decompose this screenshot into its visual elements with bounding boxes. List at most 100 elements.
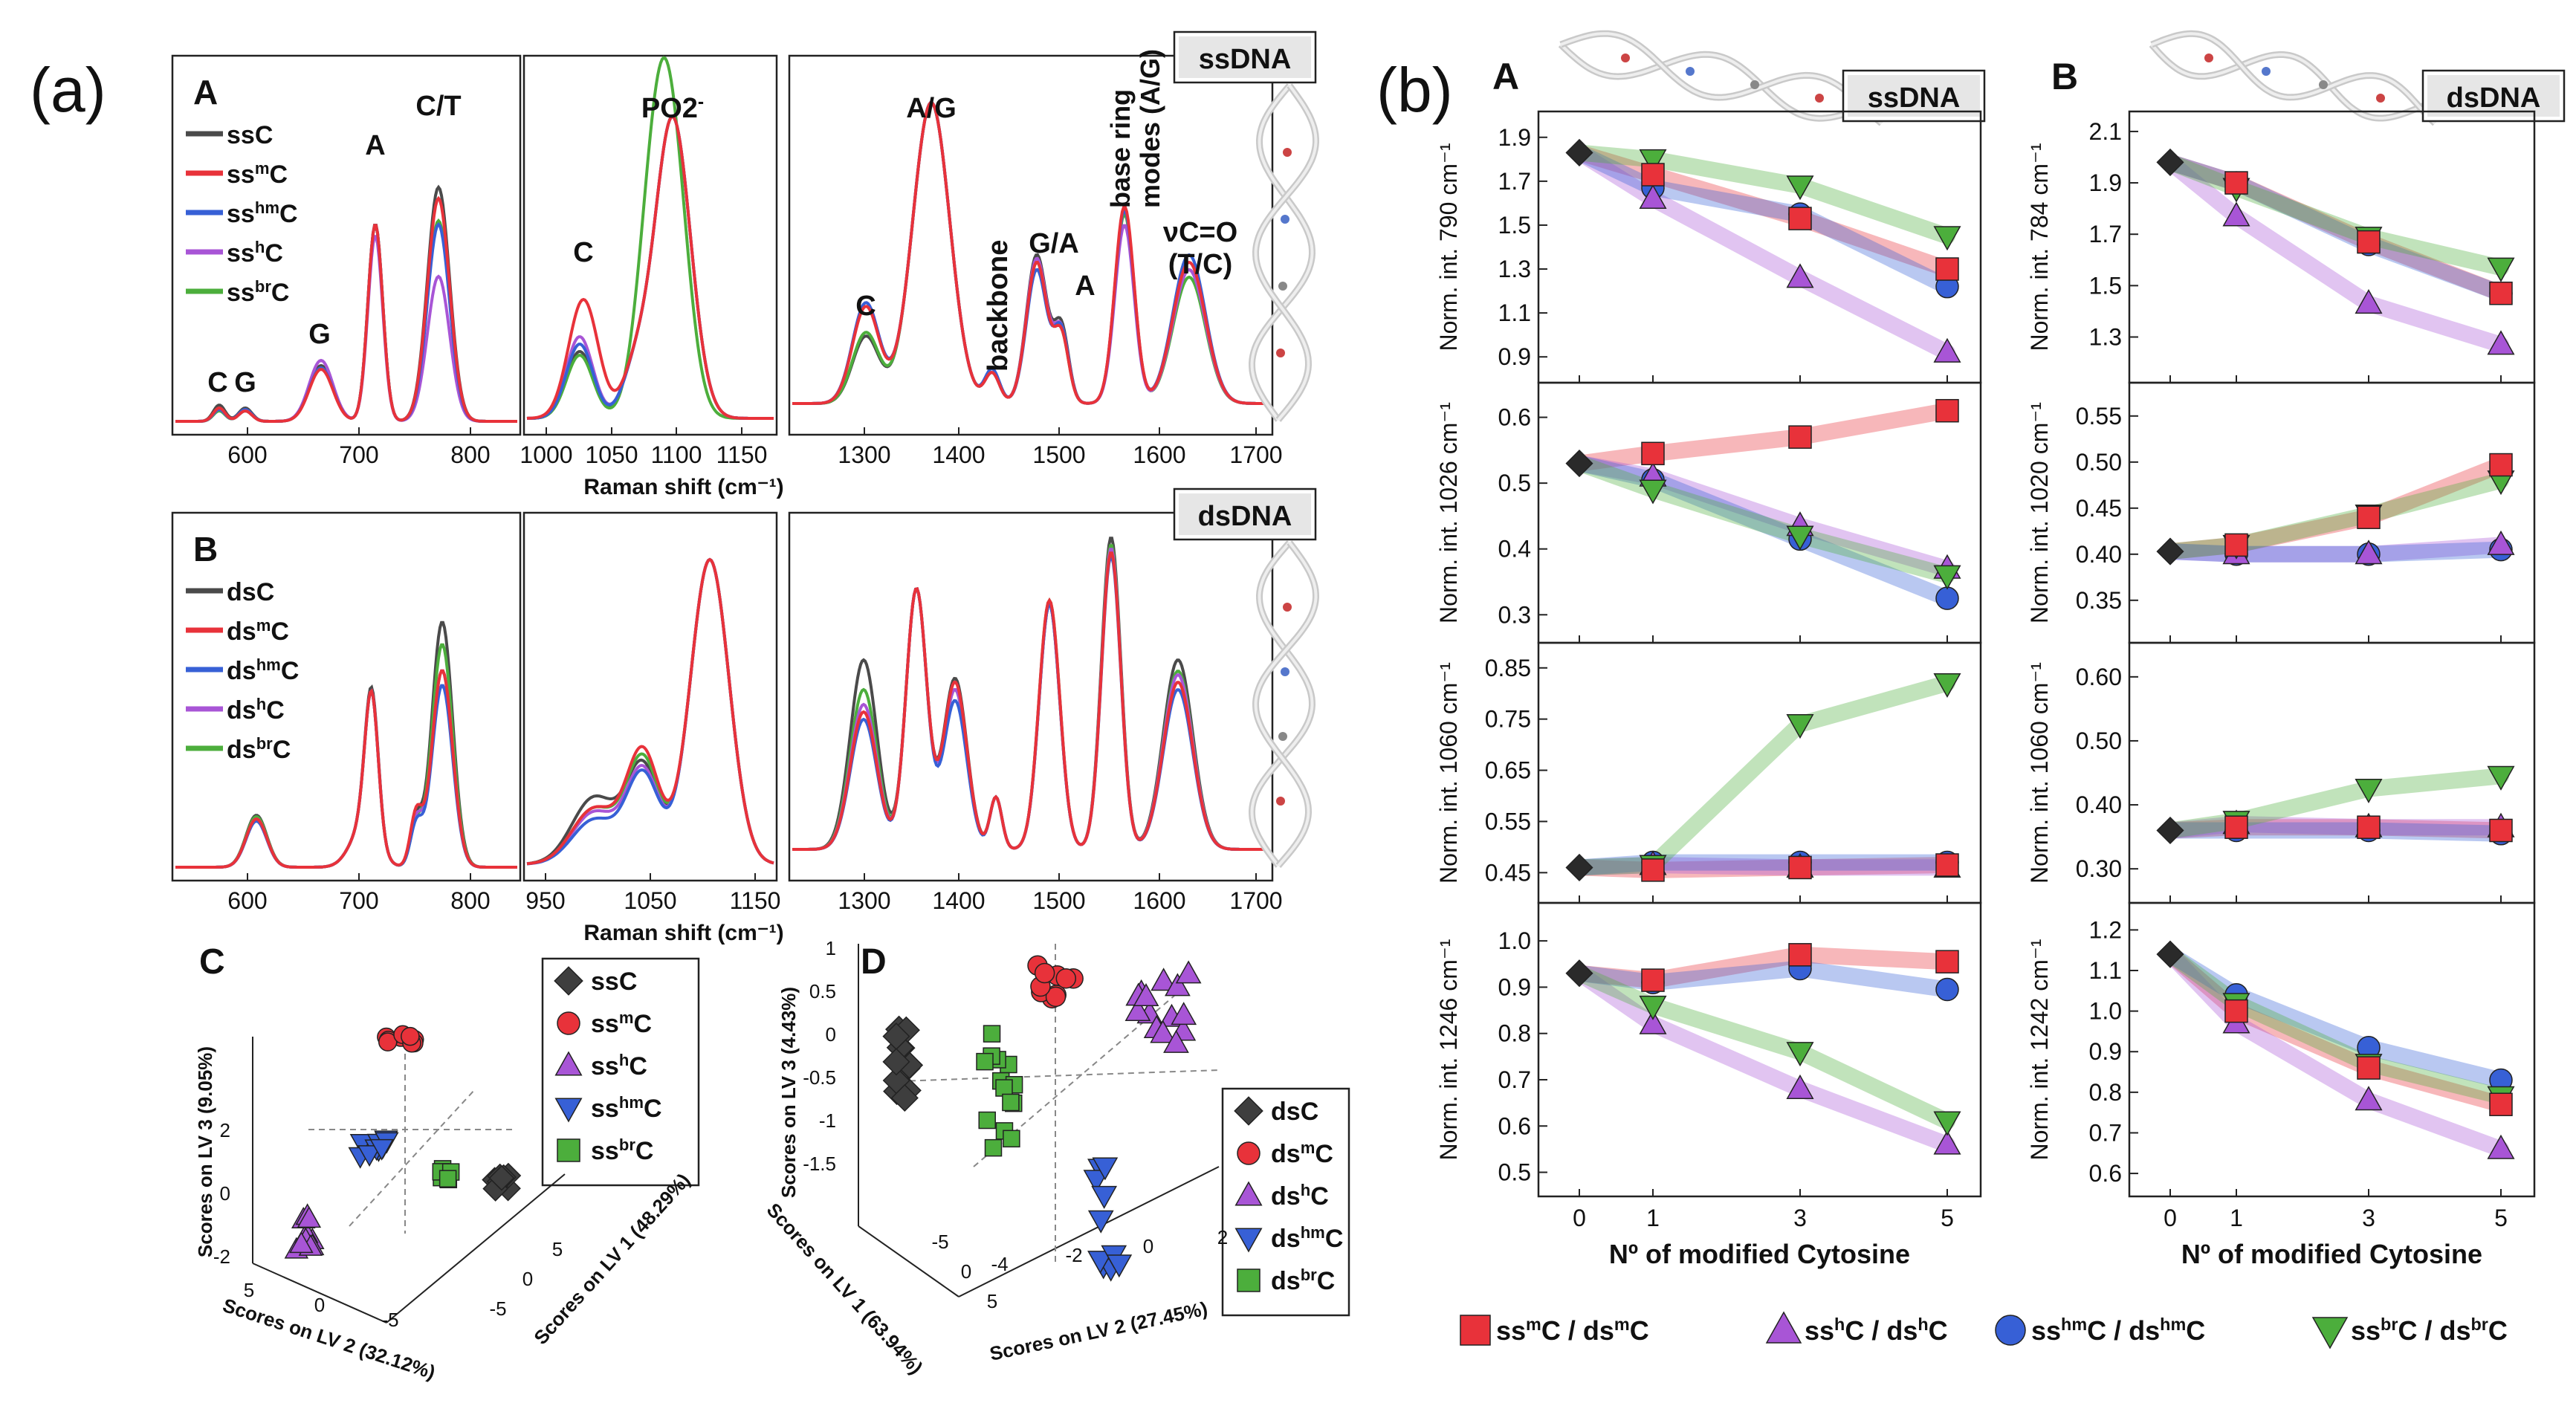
- trend-point-m: [1935, 257, 1959, 281]
- raman-tick-label: 1700: [1229, 441, 1282, 468]
- pca-legend-marker: [554, 966, 583, 996]
- trend-point-m: [2224, 533, 2248, 557]
- trend-y-tick-label: 0.45: [2076, 495, 2122, 522]
- trend-point-br: [1639, 479, 1667, 505]
- dna-helix-image: [1558, 30, 1888, 126]
- trend-point-start: [1565, 959, 1593, 988]
- trend-x-tick-label: 1: [1646, 1205, 1660, 1231]
- trend-point-h: [1786, 263, 1814, 288]
- peak-annotation: base ring: [1105, 89, 1136, 208]
- trend-y-tick-label: 0.85: [1485, 655, 1531, 681]
- trend-point-h: [1786, 1074, 1814, 1099]
- trend-band-hm: [2162, 154, 2509, 302]
- trend-point-br: [1933, 673, 1961, 698]
- raman-tick-label: 1150: [730, 887, 781, 914]
- trend-point-m: [1935, 398, 1959, 423]
- panel-label-a: (a): [30, 55, 106, 125]
- pca-axis-label-x: Scores on LV 2 (27.45%): [988, 1297, 1209, 1364]
- pca-point: [1034, 962, 1055, 984]
- raman-legend-label: dshC: [227, 695, 285, 725]
- trend-point-br: [1933, 1111, 1961, 1136]
- trend-point-br: [1933, 565, 1961, 590]
- trend-band-h: [2162, 946, 2509, 1158]
- trend-band-br: [2162, 154, 2509, 276]
- pca-point: [890, 1083, 919, 1112]
- trend-point-br: [2487, 257, 2515, 282]
- trend-y-tick-label: 0.6: [1498, 1112, 1531, 1139]
- trend-point-m: [1935, 853, 1959, 877]
- pca-point: [1171, 1002, 1197, 1025]
- pca-legend-label: sshC: [591, 1051, 647, 1081]
- spectrum-m-region1: [175, 195, 517, 423]
- peak-annotation: νC=O: [1163, 217, 1237, 248]
- raman-legend-label: sshmC: [227, 198, 298, 229]
- pca-legend-label: ssC: [591, 968, 637, 996]
- trend-y-label: Norm. int. 1026 cm⁻¹: [1435, 402, 1462, 623]
- dna-helix-image: [2149, 30, 2442, 126]
- pca-x-tick: 0: [1143, 1235, 1153, 1257]
- pca-axis-label-z: Scores on LV 3 (4.43%): [777, 987, 800, 1198]
- pca-x-tick: -4: [991, 1253, 1008, 1275]
- helix-strand-highlight: [1560, 32, 1883, 125]
- trend-point-h: [1639, 1009, 1667, 1034]
- pca-legend-label: sshmC: [591, 1093, 662, 1124]
- pca-legend-marker: [1237, 1268, 1261, 1292]
- spectrum-hm-region2: [526, 557, 774, 866]
- raman-tick-label: 1500: [1032, 887, 1085, 914]
- raman-tick-label: 600: [227, 887, 267, 914]
- trend-x-tick-label: 1: [2230, 1205, 2243, 1231]
- pca-y-tick: -5: [489, 1297, 506, 1320]
- trend-point-m: [1788, 425, 1812, 449]
- trend-point-m: [2224, 999, 2248, 1023]
- raman-sub-label: B: [193, 530, 218, 568]
- pca-legend-marker: [1237, 1141, 1261, 1165]
- trend-band-br: [1571, 675, 1955, 876]
- pca-legend-marker: [554, 1098, 583, 1123]
- raman-box-1: [171, 511, 522, 882]
- pca-point: [1163, 1029, 1189, 1053]
- trend-point-m: [2489, 453, 2513, 477]
- pca-point: [1083, 1170, 1110, 1193]
- pca-point: [357, 1145, 382, 1167]
- pca-point: [1087, 1210, 1114, 1234]
- trend-y-tick-label: 0.6: [2089, 1160, 2122, 1187]
- trend-point-h: [2487, 330, 2515, 355]
- helix-strand-highlight: [1559, 43, 1887, 120]
- pca-x-tick: -5: [381, 1309, 398, 1331]
- trend-point-m: [1788, 943, 1812, 967]
- pca-axis: [386, 1173, 566, 1323]
- trend-y-label: Norm. int. 1246 cm⁻¹: [1435, 939, 1462, 1161]
- raman-box-1: [171, 54, 522, 436]
- pca-panel-label: D: [861, 942, 887, 982]
- pca-point: [1150, 1020, 1177, 1043]
- tag-box-fill: [1179, 36, 1311, 78]
- raman-legend-label: ssbrC: [227, 277, 289, 308]
- trend-y-tick-label: 0.50: [2076, 449, 2122, 476]
- raman-tick-label: 1050: [624, 887, 676, 914]
- trend-y-tick-label: 0.9: [1498, 973, 1531, 1000]
- helix-strand-highlight: [1254, 541, 1318, 867]
- spectrum-ssC-region2: [526, 557, 774, 866]
- tag-box-fill: [2427, 75, 2560, 117]
- pca-point: [1055, 968, 1077, 989]
- helix-strand-highlight: [2150, 43, 2441, 120]
- peak-annotation: (T/C): [1168, 249, 1233, 280]
- trend-y-tick-label: 0.8: [1498, 1020, 1531, 1047]
- trend-y-tick-label: 0.9: [2089, 1038, 2122, 1065]
- trend-point-m: [2357, 505, 2381, 529]
- pca-point: [1133, 983, 1159, 1007]
- trend-y-tick-label: 0.60: [2076, 664, 2122, 690]
- pca-legend-label: dshC: [1271, 1181, 1329, 1211]
- helix-strand-highlight: [1250, 84, 1314, 421]
- trend-legend-label: sshC / dshC: [1805, 1315, 1948, 1346]
- trend-y-tick-label: 1.3: [2089, 324, 2122, 351]
- trend-subplot-frame: [2128, 381, 2536, 644]
- helix-base: [1750, 80, 1759, 89]
- trend-y-tick-label: 1.9: [2089, 169, 2122, 196]
- raman-legend-label: dshmC: [227, 655, 299, 686]
- raman-tick-label: 1400: [932, 887, 985, 914]
